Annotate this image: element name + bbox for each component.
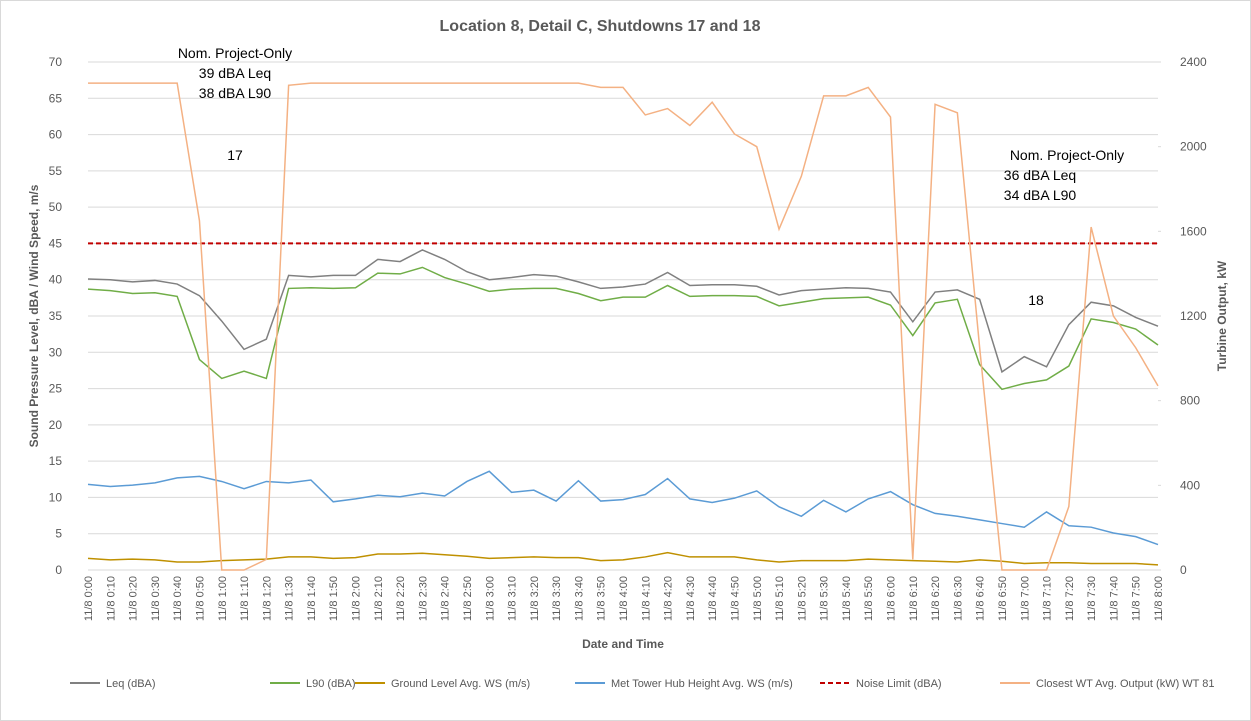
x-tick-label: 11/8 0:40 xyxy=(172,576,184,621)
annotation: 36 dBA Leq xyxy=(1004,167,1076,183)
x-tick-label: 11/8 1:20 xyxy=(261,576,273,621)
annotation: 17 xyxy=(227,147,243,163)
x-tick-label: 11/8 3:30 xyxy=(551,576,563,621)
x-axis-title: Date and Time xyxy=(582,637,664,651)
annotation: 38 dBA L90 xyxy=(199,85,272,101)
annotation: Nom. Project-Only xyxy=(178,45,292,61)
x-tick-label: 11/8 4:00 xyxy=(618,576,630,621)
x-tick-label: 11/8 2:50 xyxy=(462,576,474,621)
y-tick-label: 50 xyxy=(49,200,63,214)
x-tick-label: 11/8 6:10 xyxy=(908,576,920,621)
y2-tick-label: 800 xyxy=(1180,394,1200,408)
x-tick-label: 11/8 5:20 xyxy=(796,576,808,621)
x-tick-label: 11/8 4:20 xyxy=(663,576,675,621)
annotation: 34 dBA L90 xyxy=(1004,187,1077,203)
y-axis-title: Sound Pressure Level, dBA / Wind Speed, … xyxy=(27,184,41,447)
legend-label: Noise Limit (dBA) xyxy=(856,678,942,690)
y-tick-label: 40 xyxy=(49,273,63,287)
y-tick-label: 60 xyxy=(49,128,63,142)
x-tick-label: 11/8 3:20 xyxy=(529,576,541,621)
y2-tick-label: 1200 xyxy=(1180,309,1207,323)
x-tick-label: 11/8 7:50 xyxy=(1131,576,1143,621)
y-tick-label: 30 xyxy=(49,345,63,359)
x-tick-label: 11/8 2:30 xyxy=(417,576,429,621)
y2-axis-title: Turbine Output, kW xyxy=(1215,260,1229,371)
x-tick-label: 11/8 2:40 xyxy=(440,576,452,621)
annotation: 39 dBA Leq xyxy=(199,65,271,81)
y-tick-label: 25 xyxy=(49,382,63,396)
y-tick-label: 65 xyxy=(49,91,63,105)
x-tick-label: 11/8 7:20 xyxy=(1064,576,1076,621)
x-tick-label: 11/8 3:10 xyxy=(507,576,519,621)
x-tick-label: 11/8 5:50 xyxy=(863,576,875,621)
legend-label: Met Tower Hub Height Avg. WS (m/s) xyxy=(611,678,793,690)
x-tick-label: 11/8 5:40 xyxy=(841,576,853,621)
x-tick-label: 11/8 1:10 xyxy=(239,576,251,621)
x-tick-label: 11/8 4:10 xyxy=(640,576,652,621)
legend-label: Leq (dBA) xyxy=(106,678,156,690)
y-tick-label: 5 xyxy=(55,527,62,541)
x-tick-label: 11/8 7:10 xyxy=(1042,576,1054,621)
x-tick-label: 11/8 2:00 xyxy=(351,576,363,621)
y-tick-label: 70 xyxy=(49,55,63,69)
annotation: 18 xyxy=(1028,292,1044,308)
y-tick-label: 15 xyxy=(49,454,63,468)
legend-label: L90 (dBA) xyxy=(306,678,356,690)
x-tick-label: 11/8 1:50 xyxy=(328,576,340,621)
series-line xyxy=(88,82,1159,571)
x-tick-label: 11/8 4:40 xyxy=(707,576,719,621)
y-tick-label: 45 xyxy=(49,236,63,250)
series-line xyxy=(87,266,1159,391)
x-tick-label: 11/8 5:30 xyxy=(819,576,831,621)
x-tick-label: 11/8 3:00 xyxy=(484,576,496,621)
y-tick-label: 10 xyxy=(49,490,63,504)
x-tick-label: 11/8 6:50 xyxy=(997,576,1009,621)
x-tick-label: 11/8 2:20 xyxy=(395,576,407,621)
series-line xyxy=(87,470,1159,546)
x-tick-label: 11/8 4:50 xyxy=(729,576,741,621)
x-tick-label: 11/8 5:10 xyxy=(774,576,786,621)
x-tick-label: 11/8 7:40 xyxy=(1108,576,1120,621)
x-tick-label: 11/8 6:30 xyxy=(952,576,964,621)
y2-tick-label: 2000 xyxy=(1180,140,1207,154)
y2-tick-label: 2400 xyxy=(1180,55,1207,69)
x-tick-label: 11/8 0:20 xyxy=(128,576,140,621)
x-tick-label: 11/8 3:50 xyxy=(596,576,608,621)
x-tick-label: 11/8 7:30 xyxy=(1086,576,1098,621)
y-tick-label: 0 xyxy=(55,563,62,577)
x-tick-label: 11/8 0:30 xyxy=(150,576,162,621)
x-tick-label: 11/8 0:10 xyxy=(105,576,117,621)
x-tick-label: 11/8 5:00 xyxy=(752,576,764,621)
x-tick-label: 11/8 4:30 xyxy=(685,576,697,621)
y-tick-label: 35 xyxy=(49,309,63,323)
legend-label: Closest WT Avg. Output (kW) WT 81 xyxy=(1036,678,1215,690)
y2-tick-label: 400 xyxy=(1180,478,1200,492)
chart-title: Location 8, Detail C, Shutdowns 17 and 1… xyxy=(440,18,761,35)
legend-label: Ground Level Avg. WS (m/s) xyxy=(391,678,530,690)
annotation: Nom. Project-Only xyxy=(1010,147,1124,163)
x-tick-label: 11/8 6:20 xyxy=(930,576,942,621)
y2-tick-label: 0 xyxy=(1180,563,1187,577)
x-tick-label: 11/8 8:00 xyxy=(1153,576,1165,621)
y2-tick-label: 1600 xyxy=(1180,224,1207,238)
x-tick-label: 11/8 0:00 xyxy=(83,576,95,621)
x-tick-label: 11/8 1:00 xyxy=(217,576,229,621)
x-tick-label: 11/8 2:10 xyxy=(373,576,385,621)
x-tick-label: 11/8 1:30 xyxy=(284,576,296,621)
x-tick-label: 11/8 6:40 xyxy=(975,576,987,621)
x-tick-label: 11/8 3:40 xyxy=(573,576,585,621)
x-tick-label: 11/8 1:40 xyxy=(306,576,318,621)
x-tick-label: 11/8 7:00 xyxy=(1019,576,1031,621)
y-tick-label: 55 xyxy=(49,164,63,178)
y-tick-label: 20 xyxy=(49,418,63,432)
series-line xyxy=(87,249,1159,374)
x-tick-label: 11/8 0:50 xyxy=(194,576,206,621)
x-tick-label: 11/8 6:00 xyxy=(886,576,898,621)
